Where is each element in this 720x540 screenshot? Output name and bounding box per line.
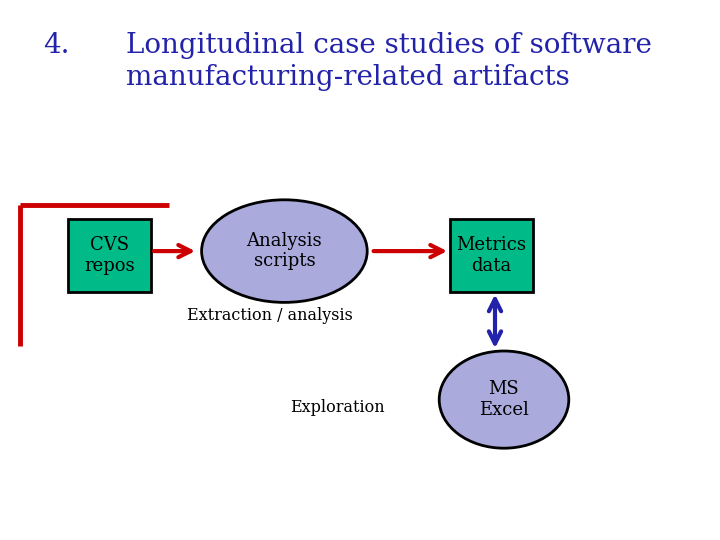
Text: Metrics
data: Metrics data [456, 236, 526, 274]
Ellipse shape [439, 351, 569, 448]
Text: Exploration: Exploration [291, 399, 385, 416]
Text: Extraction / analysis: Extraction / analysis [187, 307, 353, 325]
Ellipse shape [202, 200, 367, 302]
Text: Analysis
scripts: Analysis scripts [246, 232, 323, 271]
Text: CVS
repos: CVS repos [84, 236, 135, 274]
FancyBboxPatch shape [68, 219, 151, 292]
Text: MS
Excel: MS Excel [479, 380, 529, 419]
Text: 4.: 4. [43, 32, 70, 59]
FancyBboxPatch shape [450, 219, 533, 292]
Text: Longitudinal case studies of software
manufacturing-related artifacts: Longitudinal case studies of software ma… [126, 32, 652, 91]
